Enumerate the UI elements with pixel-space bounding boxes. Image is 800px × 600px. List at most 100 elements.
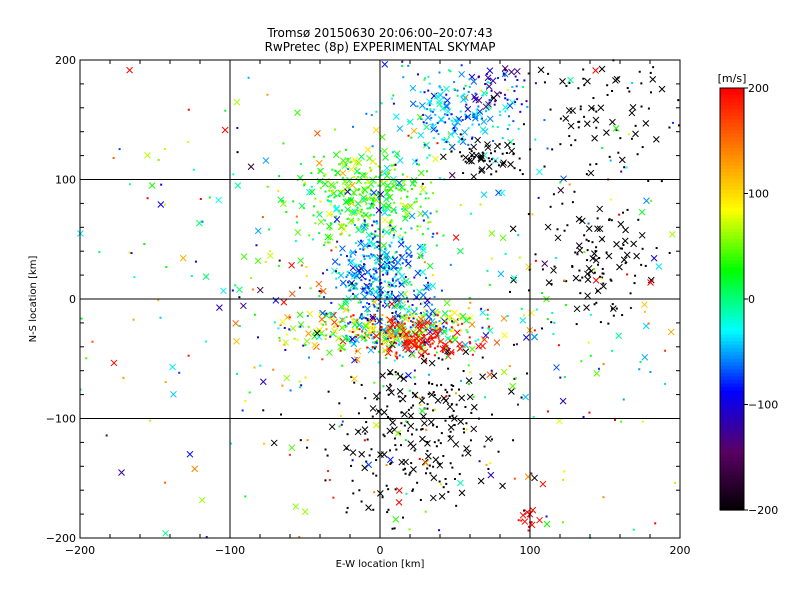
data-point-dot bbox=[478, 123, 481, 126]
data-point-dot bbox=[351, 479, 354, 482]
data-point-dot bbox=[405, 420, 408, 423]
data-point-dot bbox=[487, 467, 490, 470]
data-point-dot bbox=[360, 313, 363, 316]
colorbar-segment bbox=[720, 225, 744, 230]
data-point-dot bbox=[528, 515, 531, 518]
data-point-cross bbox=[478, 167, 485, 175]
data-point-dot bbox=[410, 283, 413, 286]
data-point-cross bbox=[339, 157, 347, 165]
data-point-dot bbox=[366, 310, 369, 313]
data-point-dot bbox=[351, 292, 354, 295]
data-point-dot bbox=[425, 170, 428, 173]
data-point-dot bbox=[404, 231, 407, 234]
data-point-cross bbox=[407, 422, 415, 430]
data-point-dot bbox=[429, 322, 432, 325]
data-point-cross bbox=[358, 450, 366, 458]
data-point-cross bbox=[349, 449, 357, 456]
data-point-cross bbox=[347, 259, 354, 266]
data-point-cross bbox=[418, 407, 426, 415]
data-point-cross bbox=[347, 217, 355, 224]
data-point-dot bbox=[373, 323, 376, 326]
data-point-dot bbox=[401, 60, 404, 63]
data-point-dot bbox=[366, 301, 369, 304]
data-point-cross bbox=[609, 305, 617, 312]
colorbar-segment bbox=[720, 137, 744, 142]
data-point-dot bbox=[480, 307, 483, 310]
data-point-dot bbox=[410, 462, 413, 465]
data-point-dot bbox=[428, 373, 431, 376]
data-point-dot bbox=[395, 267, 398, 270]
data-point-dot bbox=[534, 138, 537, 141]
data-point-cross bbox=[399, 395, 407, 403]
data-point-dot bbox=[368, 454, 371, 457]
data-point-dot bbox=[384, 253, 387, 256]
data-point-dot bbox=[354, 273, 357, 276]
data-point-dot bbox=[427, 89, 430, 92]
data-point-dot bbox=[449, 309, 452, 312]
data-point-dot bbox=[438, 320, 441, 323]
data-point-dot bbox=[363, 219, 366, 222]
data-point-dot bbox=[338, 210, 341, 213]
data-point-dot bbox=[347, 168, 350, 171]
data-point-dot bbox=[486, 313, 489, 316]
data-point-dot bbox=[329, 194, 332, 197]
colorbar-segment bbox=[720, 425, 744, 430]
data-point-dot bbox=[385, 269, 388, 272]
data-point-dot bbox=[557, 344, 560, 347]
data-point-dot bbox=[579, 292, 582, 295]
data-point-dot bbox=[563, 376, 566, 379]
data-point-dot bbox=[347, 157, 350, 160]
data-point-dot bbox=[432, 137, 435, 140]
data-point-dot bbox=[379, 339, 382, 342]
data-point-dot bbox=[391, 279, 394, 282]
data-point-dot bbox=[320, 290, 323, 293]
data-point-dot bbox=[372, 341, 375, 344]
data-point-cross bbox=[367, 346, 375, 354]
data-point-cross bbox=[390, 263, 397, 271]
colorbar-tick-label: 100 bbox=[748, 188, 769, 201]
data-point-dot bbox=[430, 181, 433, 184]
data-point-dot bbox=[600, 277, 603, 280]
data-point-dot bbox=[327, 390, 330, 393]
data-point-cross bbox=[315, 159, 323, 167]
data-point-dot bbox=[433, 408, 436, 411]
data-point-cross bbox=[643, 197, 650, 205]
data-point-cross bbox=[421, 210, 429, 217]
data-point-cross bbox=[485, 435, 492, 443]
data-point-dot bbox=[442, 455, 445, 458]
data-point-dot bbox=[365, 203, 368, 206]
data-point-dot bbox=[451, 414, 454, 417]
colorbar-segment bbox=[720, 232, 744, 237]
colorbar-segment bbox=[720, 263, 744, 268]
data-point-dot bbox=[480, 117, 483, 120]
data-point-dot bbox=[437, 357, 440, 360]
data-point-cross bbox=[478, 166, 486, 173]
data-point-dot bbox=[413, 339, 416, 342]
data-point-dot bbox=[626, 273, 629, 276]
data-point-dot bbox=[448, 435, 451, 438]
data-point-dot bbox=[238, 325, 241, 328]
colorbar-segment bbox=[720, 161, 744, 166]
data-point-cross bbox=[470, 173, 478, 181]
data-point-cross bbox=[202, 273, 210, 280]
data-point-cross bbox=[587, 169, 595, 177]
data-point-dot bbox=[386, 258, 389, 261]
data-point-cross bbox=[254, 257, 262, 265]
x-tick-label: −100 bbox=[215, 544, 245, 557]
data-point-dot bbox=[602, 496, 605, 499]
data-point-dot bbox=[431, 274, 434, 277]
data-point-dot bbox=[262, 409, 265, 412]
data-point-cross bbox=[170, 390, 177, 398]
data-point-dot bbox=[304, 343, 307, 346]
data-point-dot bbox=[330, 191, 333, 194]
data-point-dot bbox=[443, 100, 446, 103]
data-point-cross bbox=[612, 125, 620, 132]
data-point-dot bbox=[372, 472, 375, 475]
data-point-dot bbox=[360, 500, 363, 503]
data-point-dot bbox=[430, 303, 433, 306]
data-point-cross bbox=[348, 165, 355, 173]
data-point-dot bbox=[368, 217, 371, 220]
data-point-cross bbox=[365, 504, 372, 512]
data-point-cross bbox=[345, 295, 353, 302]
data-point-dot bbox=[402, 327, 405, 330]
